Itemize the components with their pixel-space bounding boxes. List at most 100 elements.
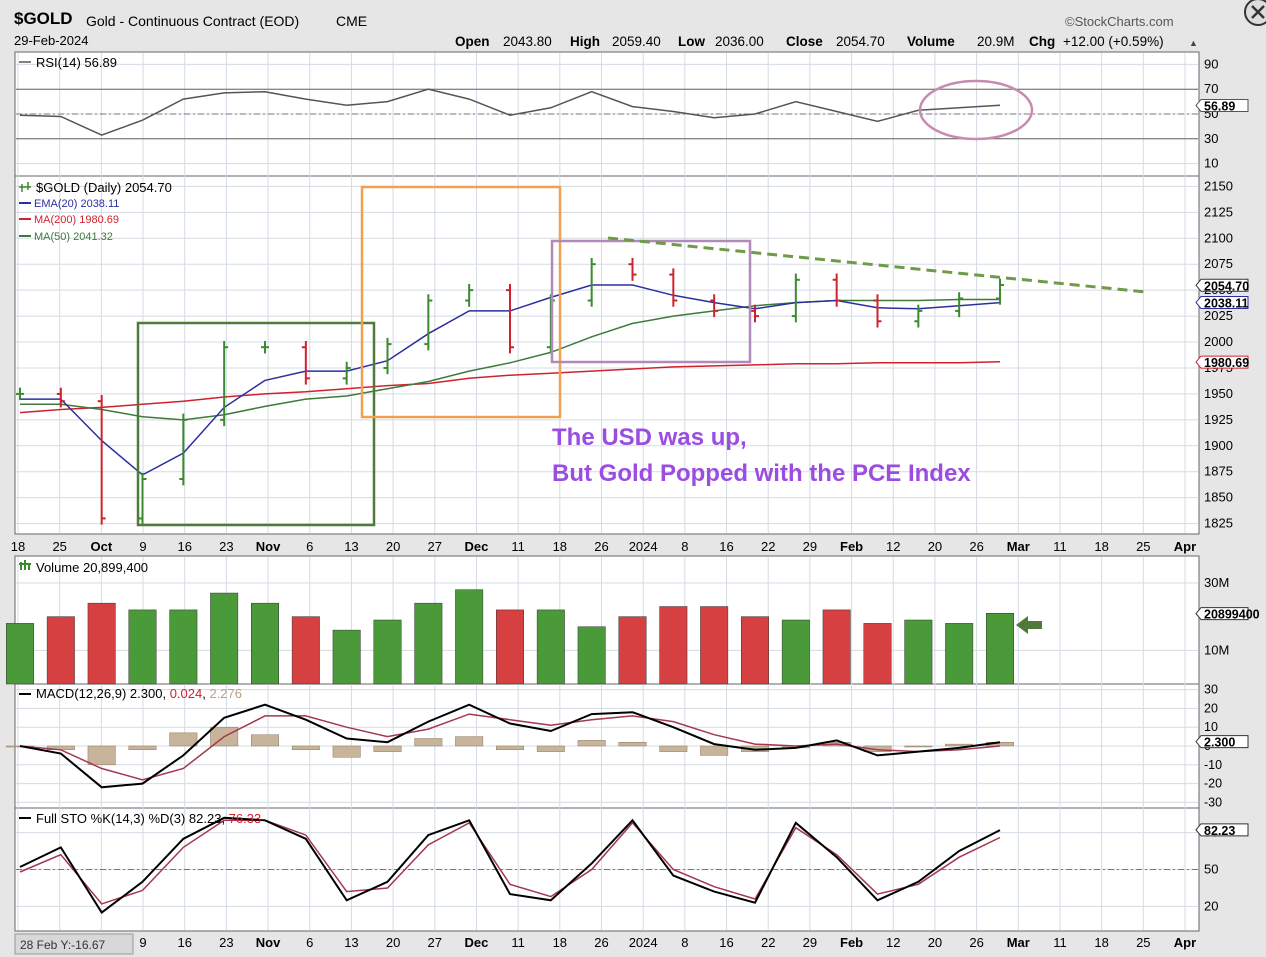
macd-hist-bar <box>87 745 116 766</box>
y-tick: 30 <box>1204 683 1218 697</box>
price-bar <box>383 337 392 375</box>
volume-bar <box>659 606 688 685</box>
volume-bar <box>986 613 1014 685</box>
price-bar <box>587 257 596 307</box>
date-tick-bottom: 8 <box>681 935 688 950</box>
date-tick-top: 6 <box>306 539 313 554</box>
y-tick: 20 <box>1204 701 1218 715</box>
price-bar <box>506 283 514 354</box>
price-bar <box>669 268 678 307</box>
date-tick-top: 26 <box>594 539 608 554</box>
volume-bar <box>210 592 239 685</box>
y-tick: 50 <box>1204 862 1218 877</box>
chg-value: +12.00 (+0.59%) <box>1063 34 1164 49</box>
date-tick-bottom: Dec <box>465 935 489 950</box>
macd-hist-bar <box>904 745 933 748</box>
price-bar <box>179 413 188 486</box>
date-tick-bottom: 25 <box>1136 935 1150 950</box>
y-tick: -20 <box>1204 777 1222 791</box>
volume-bar <box>945 623 974 685</box>
price-legend-ema: EMA(20) 2038.11 <box>34 198 119 210</box>
date-tick-bottom: Feb <box>840 935 863 950</box>
volume-bar <box>332 629 361 685</box>
price-bar <box>628 257 637 281</box>
annotation-line2: But Gold Popped with the PCE Index <box>552 460 971 487</box>
ma200-line <box>19 360 1001 414</box>
macd-hist-bar <box>536 745 565 752</box>
volume-bar <box>128 609 157 685</box>
price-bar <box>873 294 882 328</box>
volume-bar <box>863 623 892 685</box>
volume-value: 20.9M <box>977 34 1015 49</box>
status-box: 28 Feb Y:-16.67 <box>14 933 134 955</box>
macd-hist-bar <box>863 745 892 752</box>
date-tick-top: 25 <box>1136 539 1150 554</box>
volume-bar <box>618 616 647 685</box>
volume-bar <box>577 626 606 685</box>
date-tick-top: 20 <box>386 539 400 554</box>
date-tick-bottom: 6 <box>306 935 313 950</box>
date-tick-top: 8 <box>681 539 688 554</box>
date-tick-top: Mar <box>1007 539 1030 554</box>
date-tick-top: 18 <box>1094 539 1108 554</box>
date-tick-bottom: 26 <box>969 935 983 950</box>
date-tick-top: Apr <box>1174 539 1196 554</box>
macd-hist-bar <box>414 738 443 747</box>
price-bar <box>751 304 759 323</box>
symbol-description: Gold - Continuous Contract (EOD) <box>86 13 299 29</box>
volume-label: Volume <box>907 34 955 49</box>
legend-swatches <box>19 61 31 819</box>
ma200-tag: 1980.69 <box>1195 355 1249 370</box>
trend-line <box>607 236 1147 294</box>
y-tick: 90 <box>1204 56 1218 71</box>
volume-bar <box>536 609 565 685</box>
price-bar <box>465 283 474 307</box>
price-legend-main: $GOLD (Daily) 2054.70 <box>36 180 172 195</box>
price-legend-ma50: MA(50) 2041.32 <box>34 231 113 243</box>
volume-bar <box>6 623 34 685</box>
rsi-line <box>19 88 1001 136</box>
y-tick: 10 <box>1204 156 1218 171</box>
date-tick-top: 11 <box>1053 539 1067 554</box>
date-tick-top: Feb <box>840 539 863 554</box>
price-bar <box>16 387 24 401</box>
sto-label: Full STO %K(14,3) %D(3) 82.23, 76.33 <box>36 811 261 826</box>
date-tick-bottom: 18 <box>553 935 567 950</box>
date-tick-top: Oct <box>91 539 113 554</box>
sto-d-line <box>19 819 1001 905</box>
price-bar <box>710 294 719 318</box>
date-tick-top: 27 <box>428 539 442 554</box>
date-tick-bottom: 23 <box>219 935 233 950</box>
chart-date: 29-Feb-2024 <box>14 33 88 48</box>
y-tick: 10M <box>1204 642 1229 657</box>
date-tick-top: Dec <box>465 539 489 554</box>
open-value: 2043.80 <box>503 34 552 49</box>
price-bar <box>97 394 106 525</box>
date-tick-top: 2024 <box>629 539 658 554</box>
close-value: 2054.70 <box>836 34 885 49</box>
macd-hist-bar <box>251 734 279 747</box>
price-bar <box>996 278 1004 305</box>
macd-hist-bar <box>455 736 484 747</box>
volume-bar <box>46 616 75 685</box>
macd-hist-bar <box>659 745 688 752</box>
y-tick: 30 <box>1204 131 1218 146</box>
date-tick-bottom: 2024 <box>629 935 658 950</box>
volume-bar <box>455 589 484 685</box>
close-icon[interactable] <box>1244 0 1266 26</box>
y-tick: 70 <box>1204 81 1218 96</box>
macd-line <box>19 703 1001 789</box>
volume-label: Volume 20,899,400 <box>36 560 148 575</box>
y-tick: -10 <box>1204 758 1222 772</box>
brand-label: ©StockCharts.com <box>1065 14 1174 29</box>
y-tick: 2125 <box>1204 204 1233 219</box>
volume-bar <box>373 619 402 685</box>
volume-bar <box>291 616 320 685</box>
y-tick: 1850 <box>1204 490 1233 505</box>
y-tick: 2025 <box>1204 308 1233 323</box>
volume-bar <box>251 602 279 685</box>
ma200-tag-text: 1980.69 <box>1204 356 1249 370</box>
y-tick: 2075 <box>1204 256 1233 271</box>
macd-hist-bar <box>128 745 157 751</box>
macd-hist-bar <box>700 745 729 756</box>
